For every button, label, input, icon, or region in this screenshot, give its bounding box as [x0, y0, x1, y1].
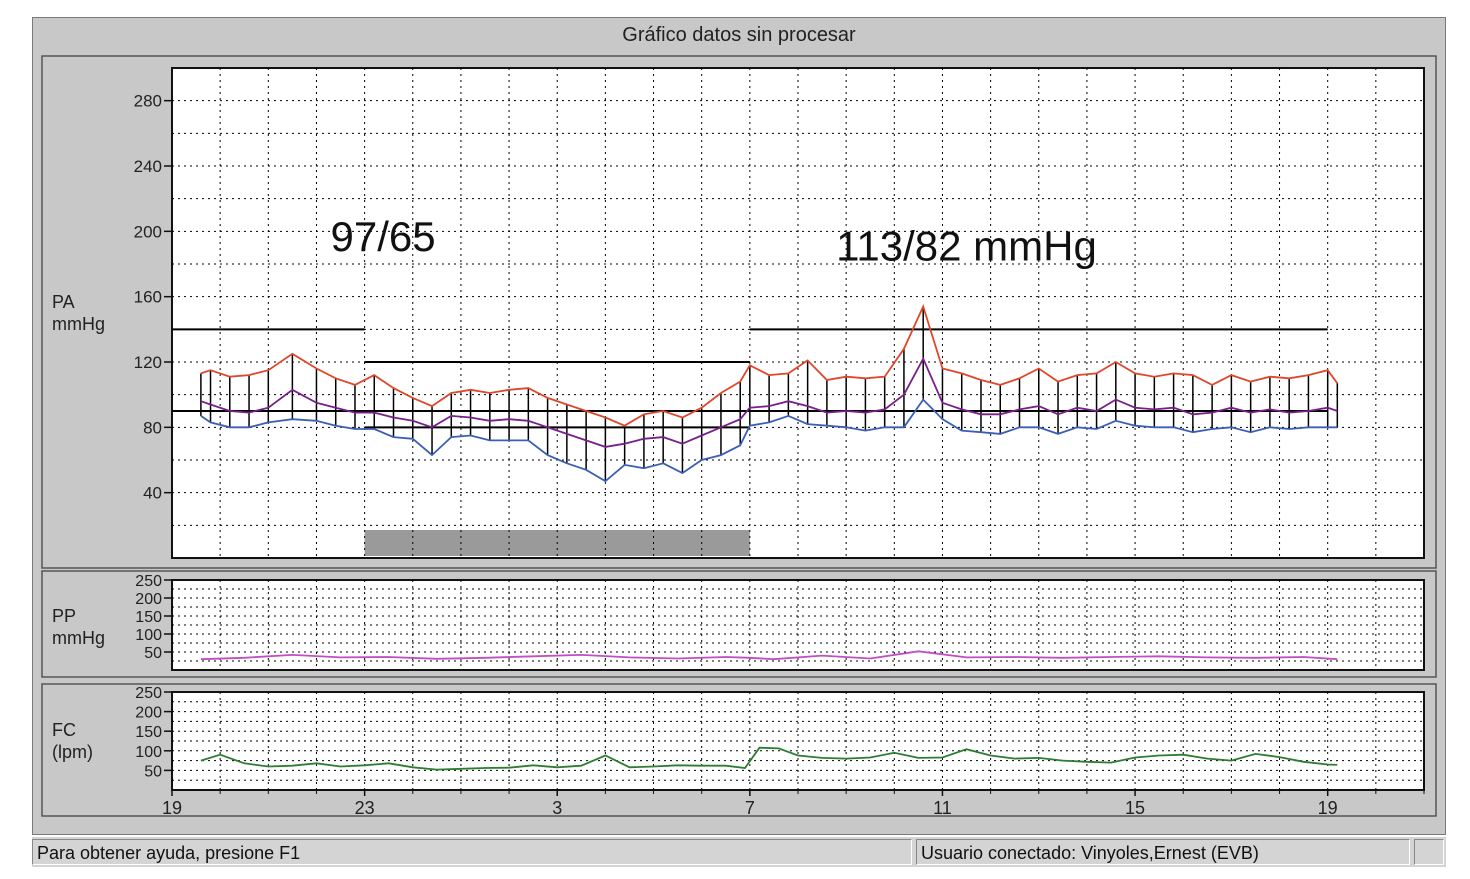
pp-ytick-label: 150 [135, 609, 162, 626]
x-tick-label: 15 [1125, 798, 1145, 818]
x-tick-label: 3 [552, 798, 562, 818]
status-empty-cell [1414, 839, 1444, 865]
fc-ytick-label: 250 [135, 685, 162, 702]
pp-ylabel: mmHg [52, 628, 105, 648]
x-tick-label: 19 [1318, 798, 1338, 818]
pa-ylabel: PA [52, 292, 75, 312]
pp-ytick-label: 200 [135, 591, 162, 608]
status-help-text: Para obtener ayuda, presione F1 [32, 839, 912, 865]
pa-ytick-label: 280 [134, 92, 162, 111]
pa-ytick-label: 80 [143, 418, 162, 437]
fc-ytick-label: 100 [135, 744, 162, 761]
status-bar: Para obtener ayuda, presione F1 Usuario … [32, 837, 1446, 867]
pp-ylabel: PP [52, 606, 76, 626]
x-tick-label: 23 [355, 798, 375, 818]
fc-ytick-label: 50 [144, 763, 162, 780]
pa-ytick-label: 200 [134, 222, 162, 241]
fc-ylabel: (lpm) [52, 742, 93, 762]
x-tick-label: 19 [162, 798, 182, 818]
fc-series-fc [200, 746, 1338, 771]
pa-annotation-2: 113/82 mmHg [836, 223, 1097, 270]
window-title: Gráfico datos sin procesar [622, 24, 856, 46]
x-tick-label: 7 [745, 798, 755, 818]
pp-ytick-label: 100 [135, 627, 162, 644]
status-user-text: Usuario conectado: Vinyoles,Ernest (EVB) [916, 839, 1410, 865]
pa-ytick-label: 240 [134, 157, 162, 176]
pa-series-pad [200, 398, 1338, 483]
pa-ytick-label: 160 [134, 288, 162, 307]
fc-ytick-label: 200 [135, 705, 162, 722]
pa-annotation-1: 97/65 [331, 213, 436, 260]
pp-ytick-label: 250 [135, 573, 162, 590]
pp-ytick-label: 50 [144, 645, 162, 662]
pp-series-pp [200, 650, 1338, 661]
fc-ylabel: FC [52, 720, 76, 740]
x-tick-label: 11 [933, 798, 952, 818]
fc-ytick-label: 150 [135, 724, 162, 741]
pa-ylabel: mmHg [52, 314, 105, 334]
fc-chart: 50 100 150 200 250 FC(lpm) 19 23 3 7 11 15 19 [41, 683, 1437, 818]
pa-ytick-label: 40 [143, 484, 162, 503]
pa-series-pam [200, 356, 1338, 448]
pa-ytick-label: 120 [134, 353, 162, 372]
pa-series-pas [200, 303, 1339, 427]
